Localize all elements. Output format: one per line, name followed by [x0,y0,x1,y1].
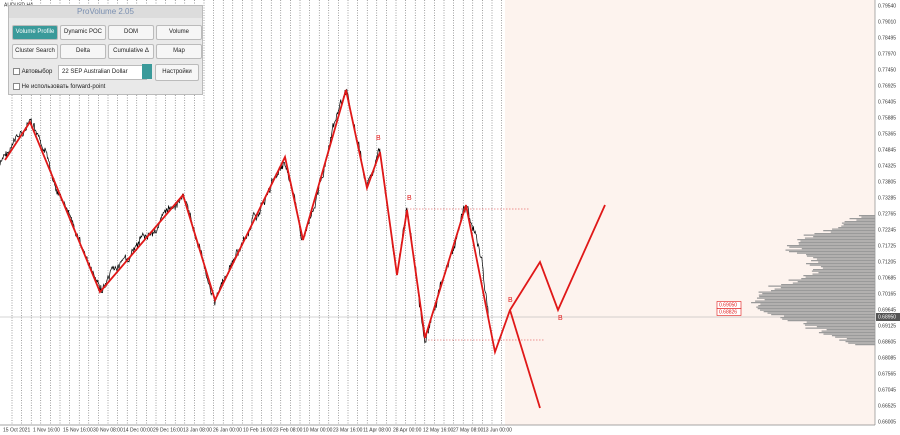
panel-button[interactable]: Volume [156,25,202,40]
price-label: 0.70685 [878,275,896,281]
auto-select[interactable]: Автовыбор [13,68,52,75]
price-label: 0.72245 [878,227,896,233]
wave-label: B [376,135,381,142]
price-label: 0.68085 [878,355,896,361]
price-label: 0.71205 [878,259,896,265]
level-box [716,308,742,316]
wave-label: B [508,297,513,304]
price-label: 0.73805 [878,179,896,185]
time-label: 10 Feb 16:00 [243,427,273,433]
time-label: 13 Jan 08:00 [183,427,212,433]
price-label: 0.68605 [878,339,896,345]
panel-button[interactable]: Cumulative Δ [108,44,154,59]
price-line [0,88,490,344]
time-label: 26 Jan 00:00 [213,427,242,433]
wave-label: B [407,195,412,202]
price-label: 0.70165 [878,291,896,297]
zigzag-projection [509,309,541,409]
time-label: 1 Nov 16:00 [33,427,60,433]
price-label: 0.75885 [878,115,896,121]
time-label: 27 May 08:00 [453,427,484,433]
price-label: 0.74325 [878,163,896,169]
select-arrow[interactable] [142,64,152,79]
panel-button[interactable]: Map [156,44,202,59]
price-label: 0.77970 [878,51,896,57]
time-label: 29 Dec 16:00 [153,427,183,433]
wave-label: B [558,315,563,322]
panel-button[interactable]: Volume Profile [12,25,58,40]
provolume-panel: ProVolume 2.05 Автовыбор 22 SEP Australi… [8,5,203,95]
panel-button[interactable]: Dynamic POC [60,25,106,40]
price-label: 0.74845 [878,147,896,153]
price-label: 0.67045 [878,387,896,393]
instrument-select[interactable]: 22 SEP Australian Dollar [58,65,147,80]
volume-profile [751,215,875,346]
price-label: 0.71725 [878,243,896,249]
panel-title: ProVolume 2.05 [9,6,202,18]
price-label: 0.76405 [878,99,896,105]
time-label: 28 Apr 00:00 [393,427,422,433]
price-label: 0.76925 [878,83,896,89]
forward-point[interactable]: Не использовать forward-point [13,83,105,90]
price-label: 0.72765 [878,211,896,217]
time-label: 23 Feb 08:00 [273,427,303,433]
forward-point-label: Не использовать forward-point [21,84,106,91]
level-label: 0.69050 [719,302,737,308]
price-label: 0.69645 [878,307,896,313]
level-label: 0.68826 [719,309,737,315]
auto-label: Автовыбор [21,69,53,76]
time-label: 15 Oct 2021 [3,427,30,433]
price-label: 0.66525 [878,403,896,409]
price-label: 0.75365 [878,131,896,137]
price-label: 0.79010 [878,19,896,25]
current-price-box [876,313,900,321]
time-label: 30 Nov 08:00 [93,427,123,433]
price-label: 0.77450 [878,67,896,73]
price-label: 0.78495 [878,35,896,41]
time-label: 12 May 16:00 [423,427,454,433]
price-label: 0.73285 [878,195,896,201]
time-label: 13 Jun 00:00 [483,427,512,433]
panel-button[interactable]: Cluster Search [12,44,58,59]
price-label: 0.66005 [878,419,896,425]
price-label: 0.79540 [878,3,896,9]
time-label: 23 Mar 16:00 [333,427,363,433]
time-label: 15 Nov 16:00 [63,427,93,433]
time-label: 14 Dec 00:00 [123,427,153,433]
panel-button[interactable]: DOM [108,25,154,40]
settings-button[interactable]: Настройки [155,64,199,81]
price-label: 0.67565 [878,371,896,377]
time-label: 10 Mar 00:00 [303,427,333,433]
current-price: 0.68950 [878,314,896,320]
panel-button[interactable]: Delta [60,44,106,59]
price-label: 0.69125 [878,323,896,329]
time-label: 11 Apr 08:00 [363,427,391,433]
future-zone [505,0,875,425]
